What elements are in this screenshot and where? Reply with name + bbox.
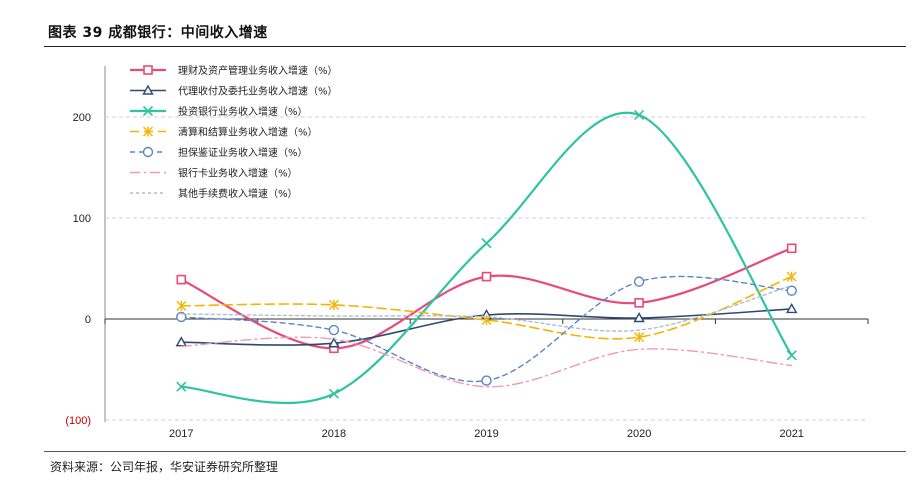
series-5-point xyxy=(481,375,492,386)
series-line-5 xyxy=(180,275,793,383)
series-2-point xyxy=(633,312,645,323)
series-3-point xyxy=(328,388,339,399)
series-5-point xyxy=(176,311,187,323)
legend-marker-4 xyxy=(143,126,153,137)
series-4-point xyxy=(786,271,797,282)
series-1-point xyxy=(176,274,187,285)
x-tick-label: 2021 xyxy=(779,428,803,440)
series-line-7 xyxy=(180,285,793,332)
y-tick-label: 0 xyxy=(85,314,91,326)
series-1-point xyxy=(786,243,797,254)
legend-label-5: 担保鉴证业务收入增速（%） xyxy=(178,146,308,159)
x-tick-label: 2018 xyxy=(322,428,346,440)
legend-label-3: 投资银行业务收入增速（%） xyxy=(178,105,308,118)
series-1-point xyxy=(634,298,644,308)
y-tick-label: 200 xyxy=(73,112,91,124)
legend-marker-3 xyxy=(142,105,154,117)
x-tick-label: 2017 xyxy=(169,428,193,440)
series-line-1 xyxy=(180,247,793,350)
series-3-point xyxy=(786,350,797,361)
series-line-6 xyxy=(180,336,793,388)
legend-label-2: 代理收付及委托业务收入增速（%） xyxy=(178,85,338,98)
legend-label-7: 其他手续费收入增速（%） xyxy=(178,187,298,200)
legend-marker-1 xyxy=(143,65,153,75)
legend-label-1: 理财及资产管理业务收入增速（%） xyxy=(178,64,338,77)
legend-marker-5 xyxy=(142,146,154,158)
series-4-point xyxy=(176,300,187,311)
series-3-point xyxy=(176,381,187,392)
figure-title: 图表 39 成都银行：中间收入增速 xyxy=(48,25,268,41)
x-tick-label: 2019 xyxy=(474,428,498,440)
legend-marker-2 xyxy=(142,84,154,95)
series-5-point xyxy=(328,324,340,336)
legend-label-6: 银行卡业务收入增速（%） xyxy=(178,167,298,180)
series-2-point xyxy=(328,337,340,348)
series-5-point xyxy=(786,285,797,296)
series-2-point xyxy=(786,302,798,314)
series-line-3 xyxy=(180,111,793,405)
series-5-point xyxy=(633,276,645,287)
source-divider xyxy=(44,451,906,452)
series-3-point xyxy=(481,238,492,249)
legend-label-4: 清算和结算业务收入增速（%） xyxy=(178,126,318,139)
series-3-point xyxy=(634,109,645,121)
y-tick-label: 100 xyxy=(73,213,91,225)
series-line-4 xyxy=(180,275,793,340)
x-tick-label: 2020 xyxy=(627,428,651,440)
series-4-point xyxy=(634,332,645,343)
series-1-point xyxy=(481,271,492,282)
title-divider xyxy=(44,46,906,47)
y-tick-label: (100) xyxy=(65,415,91,427)
series-4-point xyxy=(328,299,339,310)
source-note: 资料来源：公司年报，华安证券研究所整理 xyxy=(50,460,279,474)
